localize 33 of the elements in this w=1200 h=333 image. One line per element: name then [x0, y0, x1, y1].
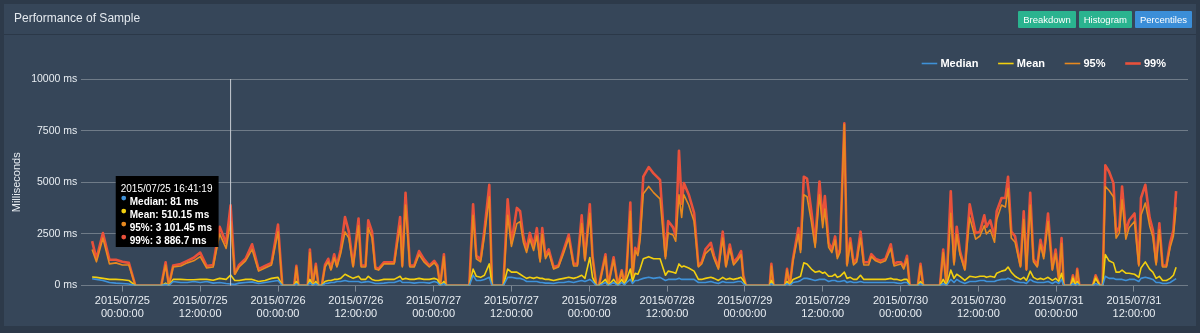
annotation: 95%: 3 101.45 ms [129, 221, 213, 233]
x-tick-label: 2015/07/26 12:00:00 [328, 294, 384, 320]
x-tick-label: 2015/07/28 00:00:00 [561, 294, 617, 320]
y-tick-label: 5000 ms [37, 175, 78, 188]
y-axis-title: Milliseconds [9, 151, 22, 213]
x-tick-label: 2015/07/28 12:00:00 [639, 294, 695, 320]
x-tick-label: 2015/07/31 12:00:00 [1106, 294, 1162, 320]
x-tick-label: 2015/07/27 12:00:00 [483, 294, 539, 320]
annotation: 2015/07/25 16:41:19 [120, 182, 213, 194]
x-tick-label: 2015/07/25 12:00:00 [172, 294, 228, 320]
x-tick-label: 2015/07/30 12:00:00 [950, 294, 1006, 320]
legend-label: 95% [1083, 56, 1106, 69]
legend-label: Median [940, 56, 979, 69]
x-tick-label: 2015/07/30 00:00:00 [872, 294, 929, 320]
chart-title: Performance of Sample [14, 11, 141, 25]
x-tick-label: 2015/07/29 12:00:00 [795, 294, 851, 320]
y-tick-label: 10000 ms [31, 71, 78, 84]
legend-label: 99% [1143, 56, 1167, 69]
text: Percentiles [1135, 11, 1192, 28]
text: Breakdown [1018, 11, 1076, 28]
annotation: 99%: 3 886.7 ms [129, 234, 207, 246]
x-tick-label: 2015/07/25 00:00:00 [94, 294, 150, 320]
legend-label: Mean [1016, 56, 1046, 69]
y-tick-label: 2500 ms [37, 226, 78, 239]
x-tick-label: 2015/07/29 00:00:00 [717, 294, 773, 320]
x-tick-label: 2015/07/26 00:00:00 [250, 294, 306, 320]
x-tick-label: 2015/07/27 00:00:00 [406, 294, 462, 320]
text: Histogram [1078, 11, 1132, 28]
y-tick-label: 0 ms [54, 278, 78, 291]
annotation: Mean: 510.15 ms [129, 208, 210, 220]
annotation: Median: 81 ms [129, 195, 200, 207]
y-tick-label: 7500 ms [37, 123, 78, 136]
x-tick-label: 2015/07/31 00:00:00 [1028, 294, 1084, 320]
